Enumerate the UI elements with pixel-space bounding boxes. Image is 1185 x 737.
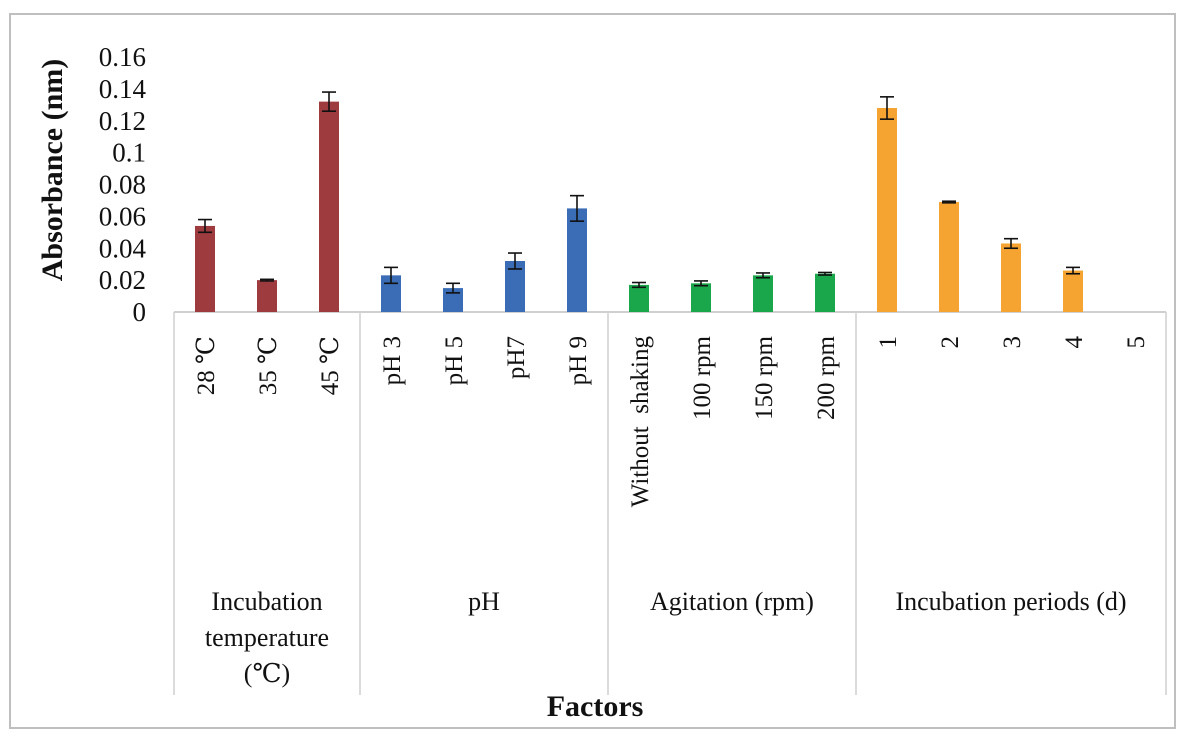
bar	[567, 208, 587, 312]
chart-border	[9, 13, 1176, 729]
bar	[877, 108, 897, 312]
group-label: Incubation temperature (℃)	[205, 587, 329, 688]
x-axis-title: Factors	[547, 690, 644, 723]
bar	[1063, 270, 1083, 312]
y-tick-label: 0.14	[99, 74, 147, 104]
bar	[195, 225, 215, 312]
bar	[319, 101, 339, 312]
error-bar	[570, 194, 584, 222]
category-label: pH 3	[379, 336, 406, 385]
bar	[1001, 243, 1021, 312]
error-bar	[260, 278, 274, 282]
error-bar	[942, 200, 956, 204]
group-label: pH	[468, 587, 500, 616]
bar	[691, 283, 711, 312]
y-tick-label: 0.16	[99, 42, 146, 72]
category-label: pH 9	[565, 336, 592, 385]
bar	[381, 275, 401, 312]
error-bar	[694, 280, 708, 287]
y-tick-label: 0.02	[99, 265, 146, 295]
axis-layer	[173, 311, 1167, 695]
category-label: 45 ℃	[317, 336, 344, 395]
error-bar	[756, 272, 770, 279]
bar	[815, 273, 835, 312]
y-tick-label: 0.1	[112, 138, 146, 168]
labels-layer: 00.020.040.060.080.10.120.140.16 28 ℃ 35 ℃…	[99, 42, 1150, 688]
bar	[257, 280, 277, 312]
bar	[939, 202, 959, 312]
error-bar	[322, 91, 336, 112]
category-label: 35 ℃	[255, 336, 282, 395]
error-bar	[1066, 266, 1080, 275]
category-label: 3	[999, 336, 1026, 349]
group-label: Incubation periods (d)	[895, 587, 1126, 616]
y-tick-label: 0.12	[99, 106, 146, 136]
error-bar	[880, 96, 894, 120]
group-label: Agitation (rpm)	[650, 587, 814, 616]
bar	[629, 284, 649, 312]
bar	[753, 275, 773, 312]
y-tick-label: 0.06	[99, 201, 146, 231]
category-label: 1	[875, 336, 902, 349]
category-label: pH 5	[441, 336, 468, 385]
category-label: 4	[1061, 336, 1088, 349]
error-bar	[446, 282, 460, 294]
y-tick-label: 0.04	[99, 233, 147, 263]
category-label: 28 ℃	[193, 336, 220, 395]
error-bar	[508, 252, 522, 270]
bar	[443, 288, 463, 312]
category-label: Without shaking	[627, 336, 654, 508]
category-label: 5	[1123, 336, 1150, 349]
error-bar	[632, 281, 646, 289]
error-bar	[818, 271, 832, 276]
category-label: 100 rpm	[689, 335, 716, 420]
y-tick-label: 0	[133, 297, 147, 327]
y-axis-title: Absorbance (nm)	[36, 59, 69, 282]
y-tick-label: 0.08	[99, 170, 146, 200]
error-bar	[198, 218, 212, 234]
bars-layer	[195, 91, 1083, 312]
bar	[505, 261, 525, 312]
error-bar	[384, 266, 398, 285]
category-label: 200 rpm	[813, 335, 840, 420]
error-bar	[1004, 237, 1018, 250]
category-label: 150 rpm	[751, 335, 778, 420]
category-label: pH7	[503, 336, 530, 379]
category-label: 2	[937, 336, 964, 349]
